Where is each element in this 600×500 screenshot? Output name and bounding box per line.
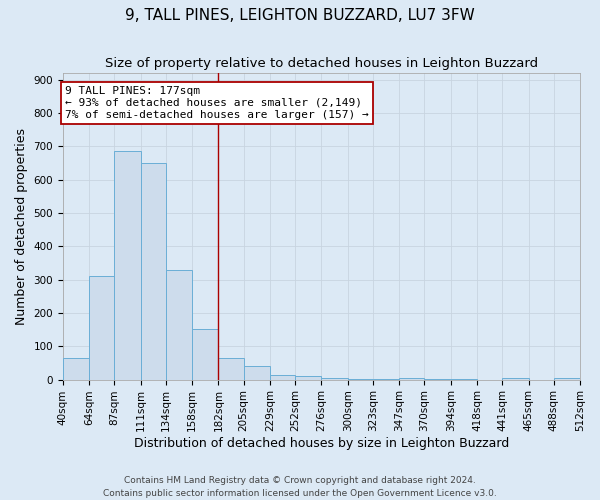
Bar [424,378,451,380]
Bar [244,366,270,380]
Text: Contains HM Land Registry data © Crown copyright and database right 2024.
Contai: Contains HM Land Registry data © Crown c… [103,476,497,498]
Bar [451,378,477,380]
Text: 9, TALL PINES, LEIGHTON BUZZARD, LU7 3FW: 9, TALL PINES, LEIGHTON BUZZARD, LU7 3FW [125,8,475,22]
Text: 9 TALL PINES: 177sqm
← 93% of detached houses are smaller (2,149)
7% of semi-det: 9 TALL PINES: 177sqm ← 93% of detached h… [65,86,369,120]
Bar [295,376,322,380]
Bar [348,378,373,380]
Bar [399,378,424,380]
Bar [502,378,529,380]
Bar [554,378,580,380]
Title: Size of property relative to detached houses in Leighton Buzzard: Size of property relative to detached ho… [105,58,538,70]
Bar [373,378,399,380]
X-axis label: Distribution of detached houses by size in Leighton Buzzard: Distribution of detached houses by size … [134,437,509,450]
Bar [115,152,140,380]
Bar [322,378,348,380]
Y-axis label: Number of detached properties: Number of detached properties [15,128,28,325]
Bar [63,358,89,380]
Bar [166,270,192,380]
Bar [192,329,218,380]
Bar [270,374,295,380]
Bar [140,163,166,380]
Bar [89,276,115,380]
Bar [218,358,244,380]
